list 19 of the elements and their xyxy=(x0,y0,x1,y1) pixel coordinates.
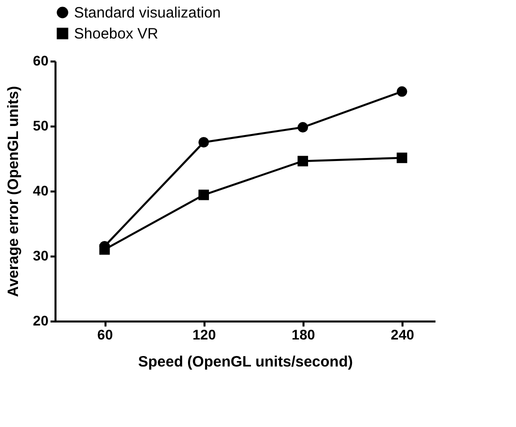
legend-label: Standard visualization xyxy=(74,4,221,22)
x-tick-label: 120 xyxy=(192,326,216,342)
point xyxy=(298,122,308,133)
x-tick-label: 240 xyxy=(390,326,414,342)
y-tick-label: 40 xyxy=(32,182,49,198)
y-tick-label: 50 xyxy=(32,118,49,134)
x-tick-label: 180 xyxy=(292,326,316,342)
point xyxy=(198,190,209,200)
point xyxy=(396,152,408,164)
y-tick-label: 60 xyxy=(32,52,49,68)
x-axis-title: Speed (OpenGL units/second) xyxy=(138,354,353,370)
x-tick-label: 60 xyxy=(97,326,114,342)
point xyxy=(198,137,209,148)
y-tick-label: 20 xyxy=(32,312,49,328)
point xyxy=(396,86,408,97)
legend-label: Shoebox VR xyxy=(74,26,158,42)
y-axis-title: Average error (OpenGL units) xyxy=(4,86,22,297)
point xyxy=(298,156,308,166)
y-tick-label: 30 xyxy=(32,248,49,264)
